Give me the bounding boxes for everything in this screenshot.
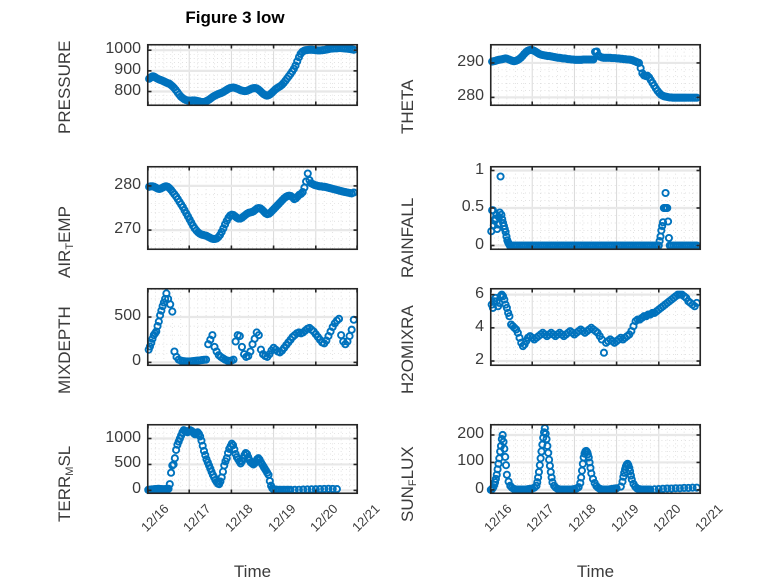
plot-panel-terr_msl: [144, 423, 359, 495]
tick-marks: [490, 424, 701, 494]
xtick-label: 12/18: [565, 501, 599, 535]
plot-area-sun_flux: [486, 423, 702, 495]
ytick-label-theta: 280: [457, 87, 484, 105]
minor-gridlines: [490, 166, 701, 250]
ytick-label-h2o_mixing_ratio: 6: [475, 284, 484, 302]
plot-area-h2o_mixing_ratio: [487, 287, 702, 367]
tick-marks: [147, 424, 358, 494]
data-markers-theta: [488, 45, 701, 102]
ylabel-mixdepth: MIXDEPTH: [55, 306, 74, 394]
ytick-label-h2o_mixing_ratio: 2: [475, 351, 484, 369]
figure-title: Figure 3 low: [185, 8, 285, 27]
xlabel-sun_flux: Time: [576, 562, 615, 581]
tick-marks: [147, 166, 358, 250]
ytick-label-air_temp: 280: [114, 175, 141, 193]
ylabel-sun_flux: SUNFLUX: [398, 446, 419, 522]
ylabel-rainfall: RAINFALL: [398, 197, 417, 278]
xtick-label: 12/21: [348, 501, 383, 535]
ytick-label-theta: 290: [457, 52, 484, 70]
ytick-label-mixdepth: 0: [132, 352, 141, 370]
plot-panel-sun_flux: [486, 423, 702, 495]
plot-panel-theta: [488, 43, 702, 107]
ylabel-theta: THETA: [398, 79, 417, 134]
ytick-label-rainfall: 1: [475, 160, 484, 178]
plot-area-terr_msl: [144, 423, 359, 495]
tick-marks: [147, 44, 358, 106]
ytick-label-pressure: 1000: [105, 40, 141, 58]
xtick-label: 12/20: [306, 501, 341, 535]
ytick-label-terr_msl: 500: [114, 454, 141, 472]
data-markers-air_temp: [145, 169, 358, 243]
xtick-label: 12/17: [180, 501, 214, 535]
plot-area-mixdepth: [144, 287, 359, 367]
plot-area-theta: [488, 43, 702, 107]
tick-marks: [490, 44, 701, 106]
xtick-label: 12/19: [264, 501, 299, 535]
xtick-label: 12/18: [222, 501, 256, 535]
ytick-label-h2o_mixing_ratio: 4: [475, 317, 484, 335]
xtick-label: 12/20: [649, 501, 684, 535]
xtick-label: 12/17: [523, 501, 557, 535]
plot-area-pressure: [145, 43, 359, 107]
ytick-label-air_temp: 270: [114, 220, 141, 238]
data-markers-terr_msl: [144, 426, 341, 494]
ytick-label-terr_msl: 0: [132, 480, 141, 498]
plot-panel-mixdepth: [144, 287, 359, 367]
tick-marks: [147, 288, 358, 366]
ylabel-pressure: PRESSURE: [55, 40, 74, 134]
plot-area-rainfall: [487, 165, 702, 251]
plot-panel-pressure: [145, 43, 359, 107]
plot-panel-h2o_mixing_ratio: [487, 287, 702, 367]
ytick-label-sun_flux: 100: [457, 452, 484, 470]
xlabel-terr_msl: Time: [233, 562, 272, 581]
plot-panel-air_temp: [145, 165, 359, 251]
ytick-label-sun_flux: 0: [475, 479, 484, 497]
xtick-label: 12/21: [691, 501, 726, 535]
plot-panel-rainfall: [487, 165, 702, 251]
tick-marks: [490, 288, 701, 366]
tick-marks: [490, 166, 701, 250]
xtick-label: 12/19: [607, 501, 642, 535]
ylabel-h2o_mixing_ratio: H2OMIXRA: [398, 305, 417, 394]
ylabel-air_temp: AIRTEMP: [55, 206, 76, 278]
ytick-label-terr_msl: 1000: [105, 428, 141, 446]
xtick-label: 12/16: [137, 501, 172, 535]
xtick-label: 12/16: [480, 501, 515, 535]
data-markers-pressure: [145, 44, 358, 107]
ytick-label-rainfall: 0: [475, 235, 484, 253]
ylabel-terr_msl: TERRMSL: [55, 445, 76, 522]
ytick-label-pressure: 900: [114, 60, 141, 78]
ytick-label-sun_flux: 200: [457, 424, 484, 442]
plot-area-air_temp: [145, 165, 359, 251]
data-markers-h2o_mixing_ratio: [487, 290, 701, 357]
ytick-label-rainfall: 0.5: [461, 198, 484, 215]
ytick-label-pressure: 800: [114, 81, 141, 99]
ytick-label-mixdepth: 500: [114, 307, 141, 325]
